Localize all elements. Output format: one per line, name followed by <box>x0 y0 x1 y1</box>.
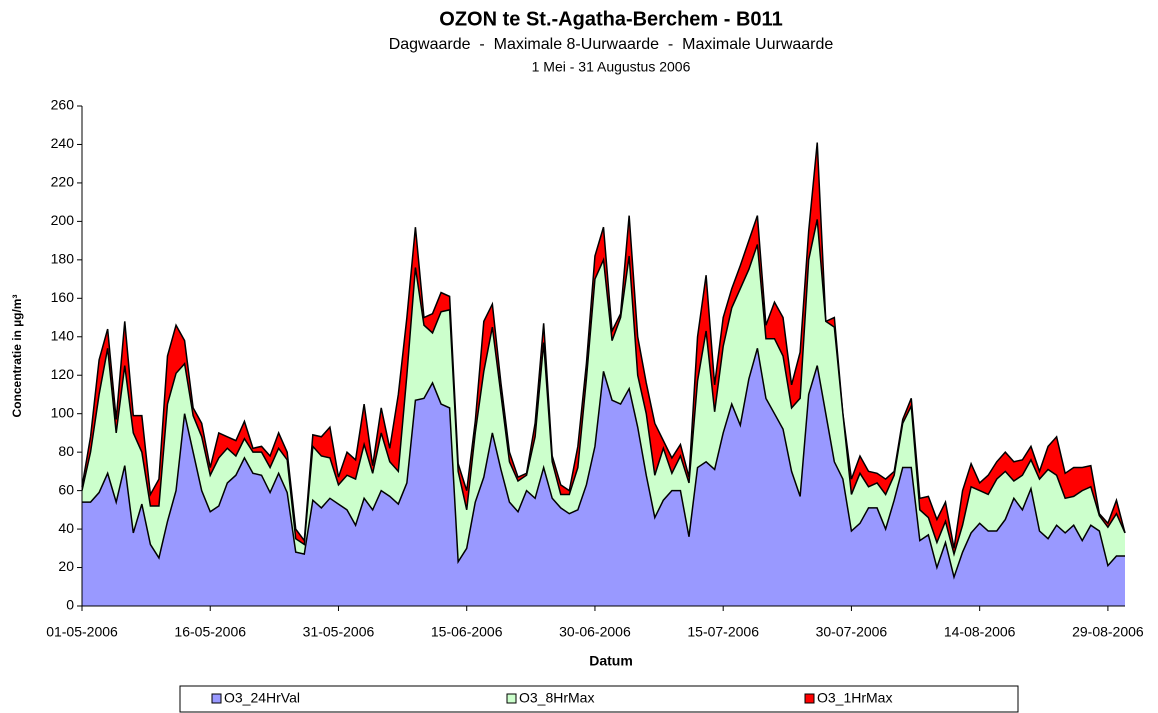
x-tick-label: 29-08-2006 <box>1072 624 1144 640</box>
x-tick-label: 15-07-2006 <box>687 624 759 640</box>
chart-title: OZON te St.-Agatha-Berchem - B011 <box>439 8 782 30</box>
area-outline <box>81 219 1126 557</box>
y-tick-label: 180 <box>51 251 75 267</box>
y-tick-label: 20 <box>58 558 74 574</box>
x-tick-label: 15-06-2006 <box>431 624 503 640</box>
x-tick-label: 01-05-2006 <box>46 624 118 640</box>
chart-period: 1 Mei - 31 Augustus 2006 <box>532 59 691 75</box>
legend-swatch <box>211 693 222 704</box>
legend-swatch <box>506 693 517 704</box>
y-axis-title: Concentratie in µg/m³ <box>10 295 24 418</box>
x-axis-title: Datum <box>589 653 633 669</box>
legend-label: O3_24HrVal <box>224 690 300 706</box>
y-tick-label: 160 <box>51 289 75 305</box>
y-tick-label: 200 <box>51 212 75 228</box>
y-tick-label: 40 <box>58 520 74 536</box>
y-tick-label: 80 <box>58 443 74 459</box>
y-tick-label: 140 <box>51 327 75 343</box>
area-outline <box>82 348 1125 580</box>
y-tick-label: 120 <box>51 366 75 382</box>
x-tick-label: 16-05-2006 <box>174 624 246 640</box>
y-tick-label: 260 <box>51 97 75 113</box>
legend-label: O3_1HrMax <box>817 690 892 706</box>
x-tick-label: 30-07-2006 <box>816 624 888 640</box>
y-tick-label: 240 <box>51 135 75 151</box>
x-tick-label: 31-05-2006 <box>303 624 375 640</box>
chart-subtitle: Dagwaarde - Maximale 8-Uurwaarde - Maxim… <box>389 36 834 53</box>
y-tick-label: 60 <box>58 481 74 497</box>
legend-label: O3_8HrMax <box>519 690 594 706</box>
y-tick-label: 100 <box>51 404 75 420</box>
y-tick-label: 0 <box>66 597 74 613</box>
area <box>82 348 1125 606</box>
legend-box <box>179 685 1019 713</box>
legend-swatch <box>804 693 815 704</box>
area-outline <box>81 142 1126 549</box>
y-tick-label: 220 <box>51 174 75 190</box>
x-tick-label: 14-08-2006 <box>944 624 1016 640</box>
x-tick-label: 30-06-2006 <box>559 624 631 640</box>
